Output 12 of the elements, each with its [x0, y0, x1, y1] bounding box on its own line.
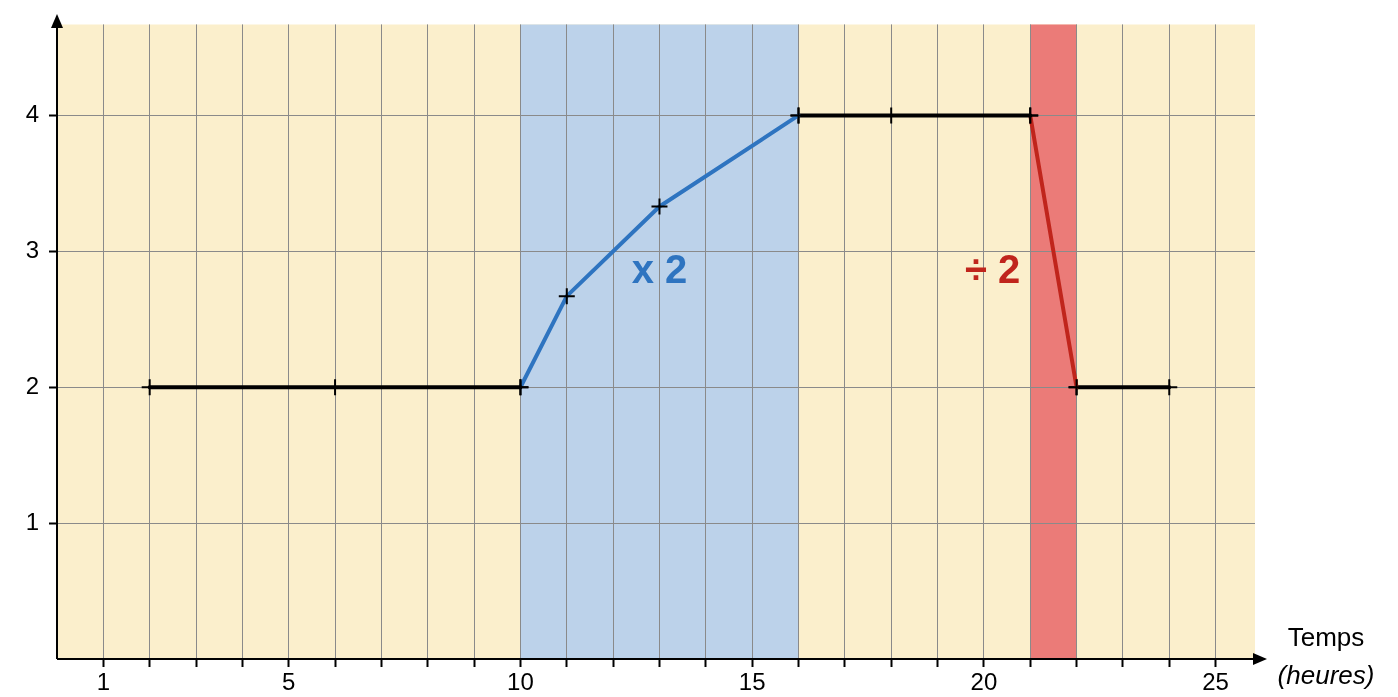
x-tick-label: 5: [282, 668, 296, 696]
y-tick-label: 3: [25, 235, 39, 263]
x-tick-label: 1: [96, 668, 111, 696]
x-tick-label: 15: [738, 668, 766, 696]
y-tick-label: 1: [25, 507, 39, 535]
band-label: x 2: [631, 246, 688, 291]
x-tick-label: 10: [507, 668, 534, 696]
x-tick-label: 20: [970, 668, 998, 696]
y-tick-label: 2: [25, 371, 39, 399]
x-tick-label: 25: [1202, 668, 1229, 696]
x-axis-title: Temps (heures): [1277, 622, 1375, 691]
y-tick-label: 4: [25, 100, 39, 128]
